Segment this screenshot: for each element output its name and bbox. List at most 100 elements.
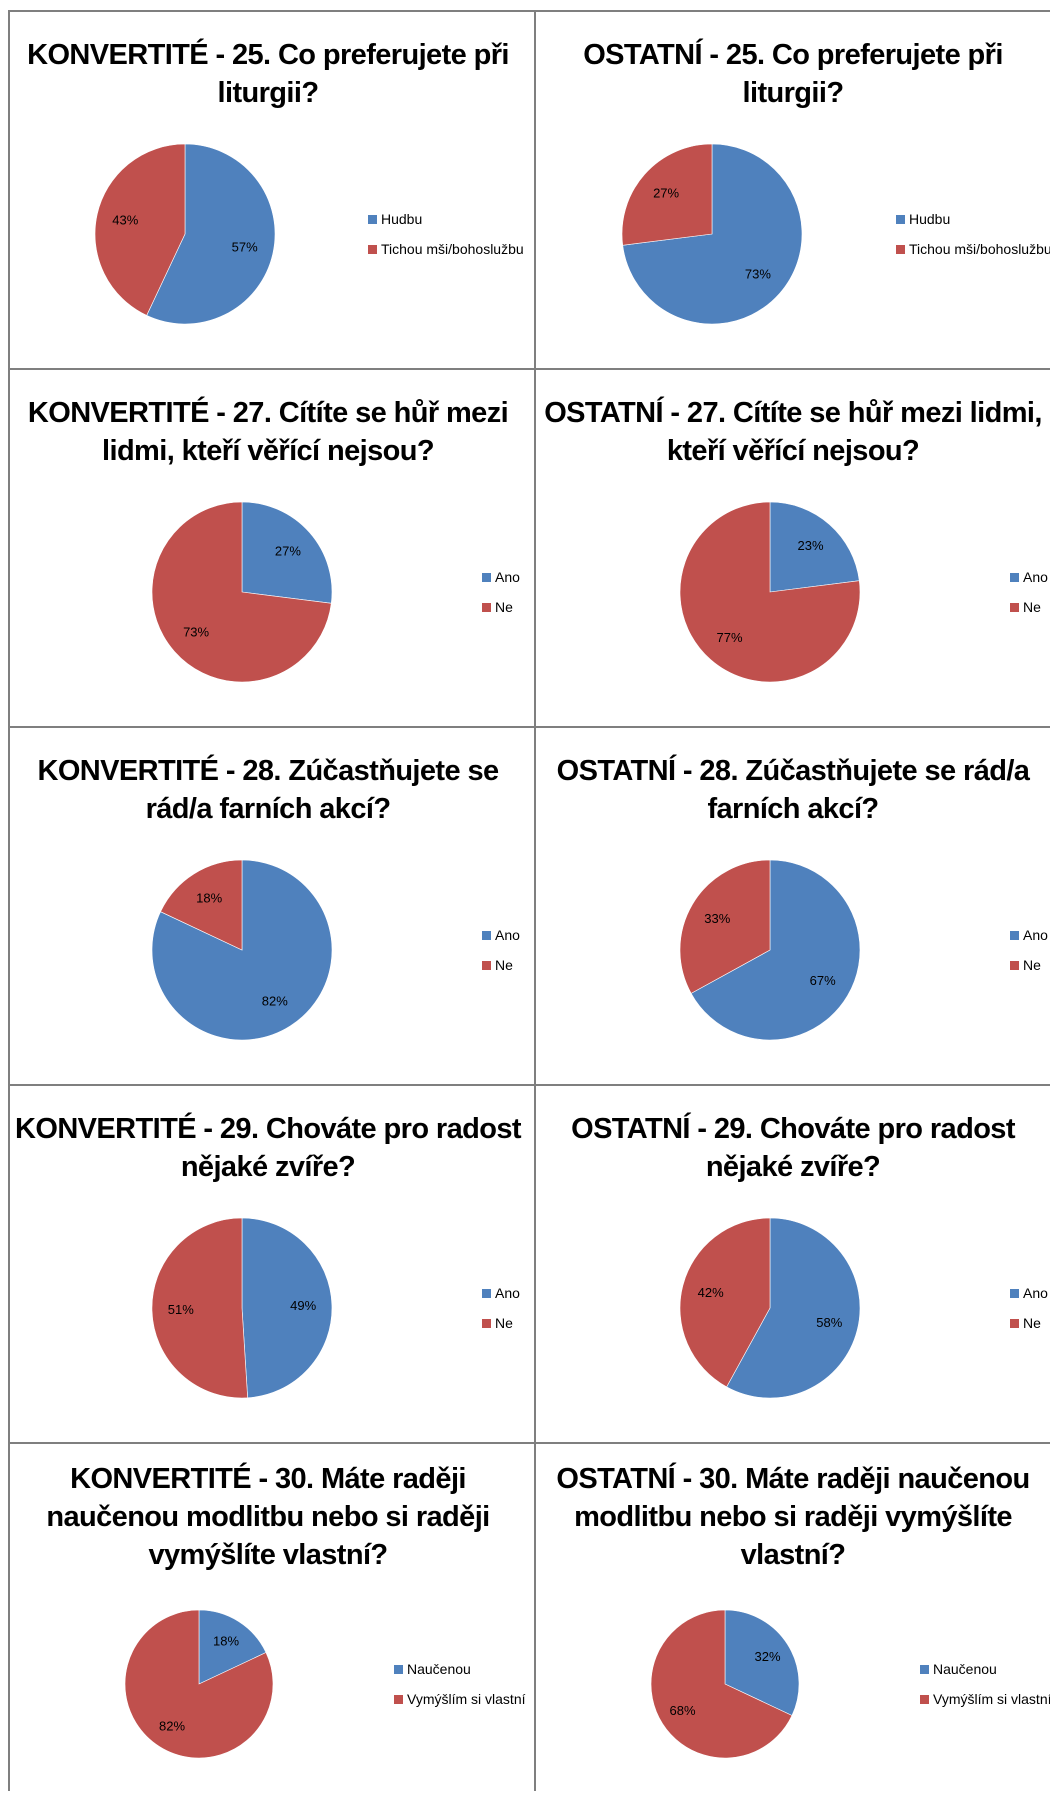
pie-slice-series2 [679,859,771,994]
grid-line [8,368,1050,370]
legend-label: Hudbu [381,211,423,227]
chart-title: OSTATNÍ - 29. Chováte pro radost nějaké z… [536,1110,1050,1186]
pie-chart: 27% 73% [151,501,333,683]
chart-title-line: rád/a farních akcí? [145,793,391,825]
pie-chart: 82% 18% [151,859,333,1041]
chart-title-line: KONVERTITÉ - 25. Co preferujete při [27,39,509,71]
legend-label: Ne [1023,1315,1041,1331]
pie-chart: 57% 43% [94,143,276,325]
pie-chart-panel: KONVERTITÉ - 25. Co preferujete při litur… [0,10,536,368]
chart-title-line: KONVERTITÉ - 29. Chováte pro radost [15,1113,522,1145]
legend-item: Naučenou [394,1654,526,1684]
legend-label: Ano [1023,927,1048,943]
chart-legend: Ano Ne [482,1278,520,1338]
chart-title-line: OSTATNÍ - 29. Chováte pro radost [571,1113,1015,1145]
legend-label: Naučenou [933,1661,997,1677]
pie-slice-series2 [650,1609,793,1759]
legend-item: Ne [482,592,520,622]
pie-chart: 18% 82% [124,1609,274,1759]
chart-title-line: liturgii? [742,77,845,109]
legend-swatch [482,930,491,940]
legend-swatch [1010,1288,1019,1298]
chart-title: KONVERTITÉ - 30. Máte raději naučenou mod… [0,1460,536,1574]
chart-legend: Ano Ne [482,562,520,622]
pie-data-label: 27% [275,544,301,559]
grid-line [8,1084,1050,1086]
pie-data-label: 58% [816,1315,842,1330]
pie-slice-series1 [769,501,860,593]
pie-data-label: 73% [745,267,771,282]
chart-title-line: nějaké zvíře? [705,1151,881,1183]
legend-label: Ne [495,599,513,615]
pie-slice-series2 [679,1217,771,1388]
legend-swatch [394,1694,403,1704]
legend-label: Ano [1023,569,1048,585]
pie-slice-series1 [241,501,333,604]
pie-data-label: 23% [797,538,823,553]
pie-chart: 58% 42% [679,1217,861,1399]
legend-item: Ano [1010,920,1048,950]
legend-item: Ano [482,562,520,592]
chart-legend: Hudbu Tichou mši/bohoslužbu [896,204,1050,264]
legend-item: Ne [1010,592,1048,622]
legend-swatch [920,1694,929,1704]
pie-data-label: 18% [196,890,222,905]
chart-title: OSTATNÍ - 27. Cítíte se hůř mezi lidmi, k… [536,394,1050,470]
legend-swatch [920,1664,929,1674]
chart-title-line: KONVERTITÉ - 30. Máte raději [70,1463,466,1495]
legend-label: Ano [495,569,520,585]
chart-title-line: OSTATNÍ - 27. Cítíte se hůř mezi lidmi, [544,397,1042,429]
legend-swatch [1010,960,1019,970]
legend-item: Naučenou [920,1654,1050,1684]
pie-data-label: 82% [262,994,288,1009]
legend-swatch [368,214,377,224]
legend-swatch [394,1664,403,1674]
pie-slice-series1 [690,859,861,1041]
legend-label: Ano [495,1285,520,1301]
pie-data-label: 77% [716,630,742,645]
pie-chart: 49% 51% [151,1217,333,1399]
legend-swatch [482,960,491,970]
chart-title-line: KONVERTITÉ - 28. Zúčastňujete se [37,755,499,787]
pie-slice-series1 [146,143,276,325]
chart-legend: Ano Ne [1010,1278,1048,1338]
legend-label: Ne [1023,957,1041,973]
pie-chart-panel: OSTATNÍ - 28. Zúčastňujete se rád/a farní… [536,726,1050,1084]
legend-item: Ano [482,1278,520,1308]
legend-swatch [368,244,377,254]
chart-legend: Naučenou Vymýšlím si vlastní [394,1654,526,1714]
legend-swatch [1010,602,1019,612]
chart-legend: Ano Ne [1010,920,1048,980]
pie-data-label: 43% [112,213,138,228]
chart-title-line: vymýšlíte vlastní? [148,1539,388,1571]
pie-slice-series1 [198,1609,267,1685]
legend-item: Tichou mši/bohoslužbu [896,234,1050,264]
chart-title-line: liturgii? [217,77,320,109]
chart-legend: Hudbu Tichou mši/bohoslužbu [368,204,524,264]
pie-data-label: 82% [159,1719,185,1734]
legend-item: Hudbu [896,204,1050,234]
chart-title: KONVERTITÉ - 28. Zúčastňujete se rád/a fa… [0,752,536,828]
pie-slice-series1 [241,1217,333,1399]
chart-title-line: kteří věřící nejsou? [666,435,920,467]
chart-title: KONVERTITÉ - 25. Co preferujete při litur… [0,36,536,112]
pie-slice-series2 [124,1609,274,1759]
legend-item: Ne [1010,950,1048,980]
pie-chart: 73% 27% [621,143,803,325]
grid-line [8,1442,1050,1444]
chart-legend: Naučenou Vymýšlím si vlastní [920,1654,1050,1714]
grid-line [534,10,536,1791]
pie-slice-series2 [151,1217,248,1399]
legend-label: Tichou mši/bohoslužbu [909,241,1050,257]
legend-label: Tichou mši/bohoslužbu [381,241,524,257]
pie-slice-series2 [160,859,243,951]
chart-title: OSTATNÍ - 28. Zúčastňujete se rád/a farní… [536,752,1050,828]
legend-label: Hudbu [909,211,951,227]
legend-swatch [482,1288,491,1298]
pie-chart: 67% 33% [679,859,861,1041]
chart-legend: Ano Ne [1010,562,1048,622]
chart-title-line: OSTATNÍ - 30. Máte raději naučenou [556,1463,1030,1495]
legend-item: Vymýšlím si vlastní [394,1684,526,1714]
chart-title-line: vlastní? [740,1539,846,1571]
pie-data-label: 67% [810,973,836,988]
